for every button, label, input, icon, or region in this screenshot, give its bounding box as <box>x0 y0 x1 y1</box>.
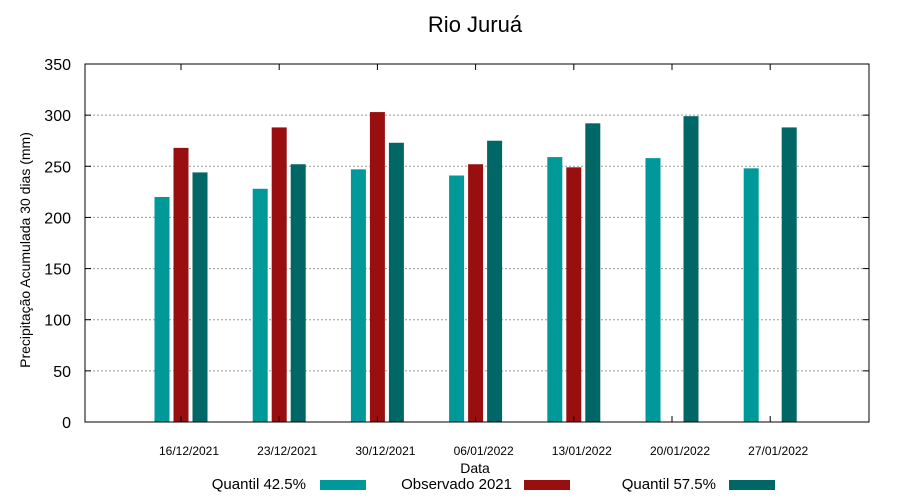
bar <box>547 157 563 422</box>
bar <box>449 175 465 422</box>
bar <box>468 164 484 423</box>
bar <box>683 116 699 422</box>
legend-label: Observado 2021 <box>401 476 512 493</box>
y-tick-label: 100 <box>44 313 71 330</box>
bar <box>566 167 582 422</box>
y-tick-label: 0 <box>62 415 71 432</box>
bar <box>154 196 170 422</box>
x-tick-label: 06/01/2022 <box>454 444 514 458</box>
bar <box>252 188 268 422</box>
bar <box>350 169 366 422</box>
bar <box>369 112 385 423</box>
x-axis: 16/12/2021 23/12/2021 30/12/2021 06/01/2022… <box>159 64 809 458</box>
legend-swatch <box>320 480 366 490</box>
plot-frame <box>84 63 870 423</box>
bar <box>585 123 601 422</box>
bar <box>781 127 797 422</box>
y-tick-label: 50 <box>53 364 71 381</box>
y-axis: 0 50 100 150 200 250 300 350 <box>44 57 869 432</box>
bar <box>192 172 208 422</box>
y-tick-label: 300 <box>44 108 71 125</box>
legend-label: Quantil 57.5% <box>622 476 716 493</box>
bars <box>154 112 797 423</box>
legend: Quantil 42.5% Observado 2021 Quantil 57.5% <box>212 476 775 493</box>
bar <box>487 140 503 422</box>
legend-swatch <box>524 480 570 490</box>
x-axis-label: Data <box>460 460 490 476</box>
y-tick-label: 250 <box>44 159 71 176</box>
y-tick-label: 200 <box>44 210 71 227</box>
bar <box>388 142 404 422</box>
legend-label: Quantil 42.5% <box>212 476 306 493</box>
x-tick-label: 13/01/2022 <box>552 444 612 458</box>
y-axis-label: Precipitação Acumulada 30 dias (mm) <box>17 132 33 368</box>
x-tick-label: 23/12/2021 <box>257 444 317 458</box>
bar <box>743 168 759 422</box>
x-tick-label: 16/12/2021 <box>159 444 219 458</box>
x-tick-label: 30/12/2021 <box>355 444 415 458</box>
bar <box>271 127 287 422</box>
bar <box>645 158 661 423</box>
legend-swatch <box>729 480 775 490</box>
bar <box>290 164 306 423</box>
x-tick-label: 20/01/2022 <box>650 444 710 458</box>
y-tick-label: 150 <box>44 262 71 279</box>
chart-title: Rio Juruá <box>428 12 523 37</box>
y-tick-label: 350 <box>44 57 71 74</box>
x-tick-label: 27/01/2022 <box>748 444 808 458</box>
bar <box>173 147 189 423</box>
